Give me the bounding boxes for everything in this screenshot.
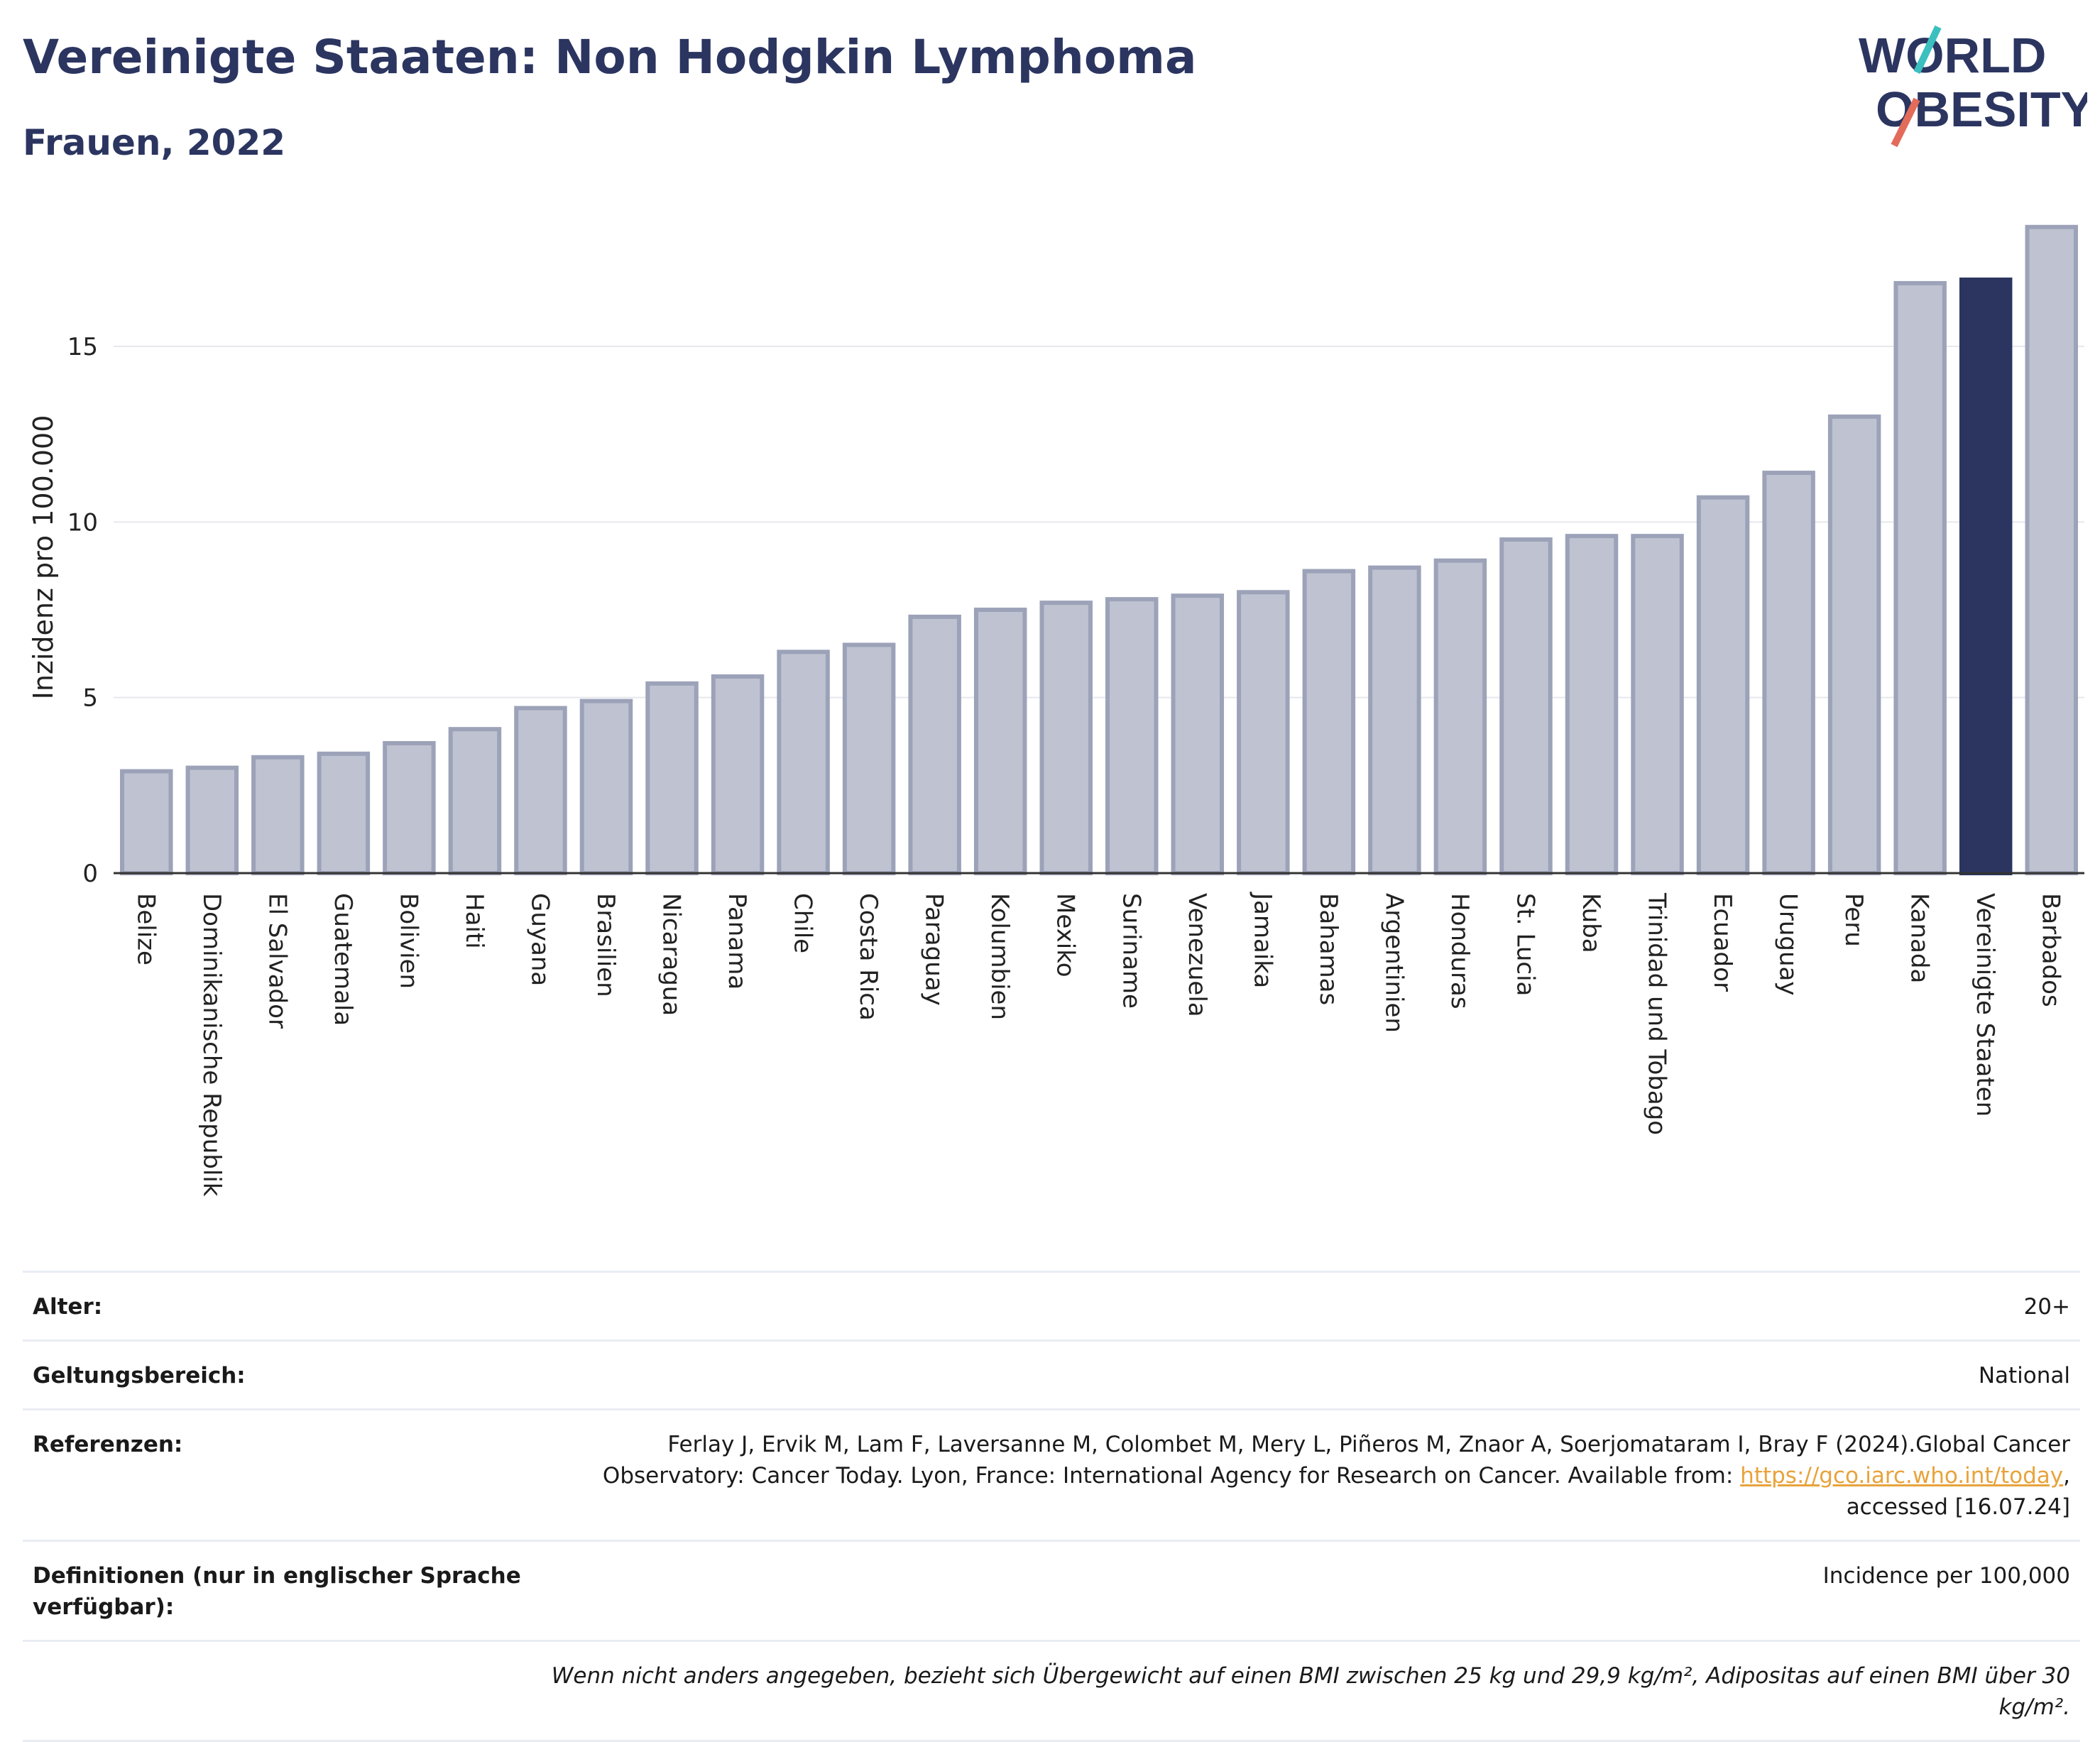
x-tick-label: Vereinigte Staaten	[1971, 893, 1999, 1117]
bar	[1433, 558, 1487, 876]
info-row-references: Referenzen: Ferlay J, Ervik M, Lam F, La…	[23, 1408, 2080, 1540]
references-value: Ferlay J, Ervik M, Lam F, Laversanne M, …	[544, 1429, 2070, 1523]
x-tick-label: Nicaragua	[657, 893, 686, 1016]
x-tick-label: Ecuador	[1708, 893, 1737, 992]
page-subtitle: Frauen, 2022	[23, 122, 286, 163]
bar	[514, 706, 567, 875]
scope-label: Geltungsbereich:	[33, 1363, 246, 1388]
bar	[1827, 414, 1881, 875]
y-axis-label: Inzidenz pro 100.000	[28, 415, 59, 700]
scope-value: National	[1978, 1363, 2070, 1388]
x-tick-label: Uruguay	[1774, 893, 1803, 996]
references-suffix: , accessed [16.07.24]	[1846, 1463, 2070, 1520]
logo-slash-red	[1891, 97, 1920, 148]
bar	[251, 755, 305, 876]
y-tick-label: 5	[82, 684, 98, 713]
y-tick-label: 0	[82, 860, 98, 888]
logo-slash-teal	[1913, 25, 1942, 75]
bar-chart: 0 5 10 15 Inzidenz pro 100.000 Belize Dominika…	[28, 224, 2084, 1197]
bar	[448, 727, 502, 876]
bar	[1171, 593, 1225, 876]
x-tick-label: St. Lucia	[1511, 893, 1539, 996]
x-tick-label: Costa Rica	[854, 893, 882, 1021]
x-tick-label: Mexiko	[1051, 893, 1080, 977]
page-title: Vereinigte Staaten: Non Hodgkin Lymphoma	[23, 30, 1197, 84]
bar	[1237, 590, 1290, 875]
references-link[interactable]: https://gco.iarc.who.int/today	[1740, 1463, 2064, 1489]
references-label: Referenzen:	[33, 1432, 183, 1457]
x-tick-label: Suriname	[1117, 893, 1145, 1009]
logo-line1: WORLD	[1859, 28, 2046, 83]
x-tick-label: Trinidad und Tobago	[1643, 892, 1671, 1135]
bar	[1762, 471, 1815, 875]
x-tick-label: Paraguay	[920, 893, 948, 1006]
x-tick-label: Peru	[1839, 893, 1868, 947]
x-tick-label: Barbados	[2037, 893, 2065, 1007]
x-tick-label: Kuba	[1577, 893, 1605, 953]
bar	[1893, 280, 1947, 875]
bar	[2025, 224, 2078, 875]
bar	[1565, 534, 1619, 875]
x-tick-label: El Salvador	[263, 893, 291, 1029]
age-label: Alter:	[33, 1294, 103, 1320]
bar	[973, 607, 1027, 876]
bar	[185, 765, 239, 875]
x-tick-label: Guyana	[525, 893, 554, 986]
y-tick-label: 10	[67, 508, 98, 537]
footnote: Wenn nicht anders angegeben, bezieht sic…	[551, 1663, 2070, 1720]
x-tick-label: Chile	[789, 893, 817, 953]
x-tick-label: Guatemala	[329, 893, 357, 1026]
x-tick-label: Kolumbien	[985, 893, 1014, 1020]
x-tick-label: Bahamas	[1314, 893, 1342, 1005]
bar	[1959, 277, 2013, 875]
bar	[908, 614, 961, 876]
bar	[842, 642, 896, 875]
bar	[645, 681, 699, 875]
x-tick-label: Haiti	[460, 893, 488, 949]
bar	[711, 674, 765, 875]
x-tick-label: Brasilien	[591, 893, 620, 997]
age-value: 20+	[2023, 1294, 2070, 1320]
x-tick-label: Belize	[131, 893, 160, 965]
bar	[777, 650, 830, 875]
world-obesity-logo: WORLD OBESITY	[1859, 25, 2087, 148]
x-tick-label: Argentinien	[1379, 893, 1408, 1033]
info-row-definitions: Definitionen (nur in englischer Sprache …	[23, 1540, 2080, 1640]
bar	[120, 769, 173, 876]
bar	[317, 751, 371, 875]
x-tick-label: Honduras	[1445, 893, 1474, 1009]
bar	[1499, 537, 1553, 875]
bar	[1105, 597, 1159, 875]
x-tick-label: Bolivien	[394, 893, 422, 989]
info-table: Alter: 20+ Geltungsbereich: National Ref…	[23, 1271, 2080, 1742]
bar	[1631, 534, 1684, 875]
references-text: Ferlay J, Ervik M, Lam F, Laversanne M, …	[602, 1432, 2070, 1489]
definitions-value: Incidence per 100,000	[1822, 1563, 2070, 1589]
bar	[383, 740, 436, 876]
bar	[579, 699, 633, 875]
bar	[1302, 569, 1356, 875]
bar	[1039, 601, 1093, 876]
x-tick-label: Panama	[723, 893, 751, 990]
info-row-note: Wenn nicht anders angegeben, bezieht sic…	[23, 1640, 2080, 1742]
x-tick-label: Dominikanische Republik	[197, 893, 226, 1197]
bar	[1696, 495, 1750, 875]
bar	[1368, 565, 1421, 876]
x-tick-label: Venezuela	[1183, 893, 1211, 1017]
info-row-age: Alter: 20+	[23, 1271, 2080, 1340]
x-tick-label: Kanada	[1905, 893, 1934, 983]
y-tick-label: 15	[67, 333, 98, 361]
info-row-scope: Geltungsbereich: National	[23, 1340, 2080, 1408]
x-tick-label: Jamaika	[1248, 892, 1276, 988]
definitions-label: Definitionen (nur in englischer Sprache …	[33, 1563, 521, 1620]
